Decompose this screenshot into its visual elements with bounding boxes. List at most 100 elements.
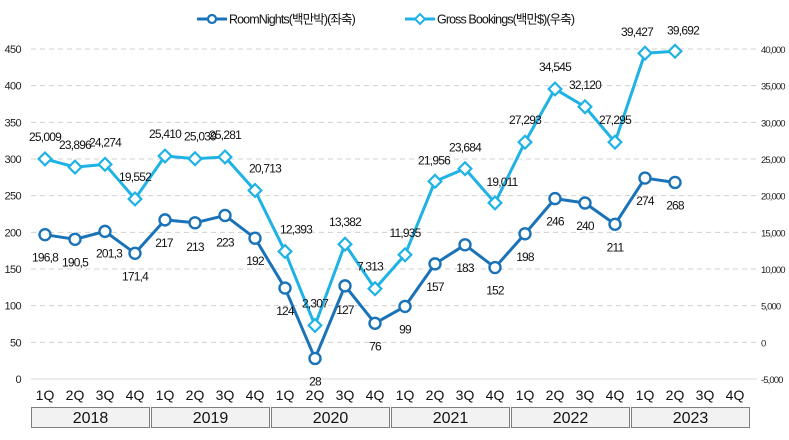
- right-tick-label: 25,000: [761, 155, 785, 166]
- roomnights-point: [548, 191, 562, 206]
- right-tick-label: 15,000: [761, 228, 785, 239]
- right-tick-label: 20,000: [761, 192, 785, 203]
- quarter-label: 1Q: [396, 387, 415, 403]
- roomnights-label: 211: [607, 240, 625, 254]
- left-axis: 0 50 100 150 200 250 300 350 400 450: [4, 44, 22, 386]
- quarter-label: 3Q: [216, 387, 235, 403]
- year-box: [271, 407, 390, 428]
- year-box: [511, 407, 630, 428]
- legend-item-gross-bookings: Gross Bookings(백만$)(우축): [405, 13, 576, 27]
- roomnights-label: 28: [309, 374, 322, 388]
- roomnights-label: 274: [636, 194, 655, 208]
- gross-bookings-point: [577, 98, 593, 115]
- legend-label-roomnights: RoomNights(백만박)(좌축): [229, 13, 356, 27]
- roomnights-point: [608, 217, 622, 231]
- roomnights-point: [38, 227, 52, 242]
- roomnights-point: [278, 281, 292, 295]
- gross-bookings-label: 25,039: [184, 130, 217, 144]
- quarter-label: 2Q: [306, 387, 325, 403]
- gross-bookings-label: 21,956: [418, 153, 451, 167]
- year-label: 2019: [193, 410, 229, 427]
- legend-label-gross-bookings: Gross Bookings(백만$)(우축): [437, 13, 575, 27]
- gross-bookings-label: 12,393: [280, 222, 313, 236]
- gross-bookings-label: 2,307: [302, 296, 329, 310]
- roomnights-label: 213: [186, 240, 205, 254]
- roomnights-label: 190,5: [62, 255, 89, 269]
- roomnights-point: [578, 196, 592, 210]
- gross-bookings-point: [607, 134, 623, 151]
- gross-bookings-point: [187, 150, 203, 167]
- gross-bookings-label: 20,713: [249, 161, 282, 175]
- roomnights-line: [44, 176, 676, 360]
- roomnights-point: [518, 227, 532, 241]
- left-tick-label: 0: [15, 374, 21, 386]
- gross-bookings-point: [277, 243, 293, 260]
- year-box: [631, 407, 750, 428]
- left-tick-label: 200: [4, 227, 21, 239]
- gridlines: [31, 48, 757, 380]
- roomnights-point: [458, 238, 472, 252]
- gross-bookings-point: [157, 148, 173, 164]
- legend-item-roomnights: RoomNights(백만박)(좌축): [197, 13, 356, 27]
- gross-bookings-label: 34,545: [539, 60, 572, 74]
- gross-bookings-point: [667, 43, 683, 60]
- roomnights-label: 196,8: [32, 251, 59, 265]
- gross-bookings-point: [97, 156, 113, 173]
- gross-bookings-point: [487, 194, 503, 211]
- quarter-label: 2Q: [186, 387, 205, 403]
- left-tick-label: 150: [4, 264, 21, 276]
- roomnights-label: 192: [246, 254, 265, 268]
- roomnights-label: 157: [426, 280, 445, 294]
- roomnights-label: 240: [576, 219, 595, 233]
- left-tick-label: 350: [4, 117, 21, 129]
- quarter-label: 4Q: [726, 387, 745, 403]
- quarter-label: 2Q: [666, 387, 685, 403]
- quarter-label: 4Q: [606, 387, 625, 403]
- gross-bookings-point: [247, 182, 263, 199]
- quarter-label: 4Q: [366, 387, 385, 403]
- roomnights-point: [428, 257, 442, 271]
- roomnights-point: [128, 246, 142, 261]
- roomnights-point: [338, 279, 352, 293]
- roomnights-point: [98, 224, 112, 239]
- gross-bookings-label: 25,281: [209, 128, 242, 142]
- gross-bookings-point: [457, 160, 473, 177]
- gross-bookings-label: 25,009: [29, 130, 62, 144]
- right-tick-label: 35,000: [761, 82, 785, 93]
- roomnights-label: 127: [336, 303, 355, 317]
- quarter-label: 1Q: [516, 387, 535, 403]
- gross-bookings-label: 19,011: [486, 175, 518, 189]
- series-group: [37, 43, 683, 366]
- roomnights-point: [248, 231, 262, 245]
- gross-bookings-label: 32,120: [569, 78, 602, 92]
- roomnights-label: 152: [486, 284, 505, 298]
- year-label: 2022: [553, 410, 589, 427]
- roomnights-point: [188, 216, 202, 230]
- gross-bookings-label: 24,274: [89, 135, 122, 149]
- year-box: [31, 407, 150, 428]
- year-label: 2023: [673, 410, 709, 427]
- roomnights-label: 268: [666, 198, 685, 212]
- left-tick-label: 250: [4, 191, 21, 203]
- gross-bookings-point: [547, 81, 563, 97]
- gross-bookings-line: [44, 49, 676, 327]
- gross-bookings-point: [427, 173, 443, 190]
- quarter-label: 3Q: [576, 387, 595, 403]
- roomnights-point: [638, 171, 652, 185]
- roomnights-point: [488, 260, 502, 275]
- roomnights-point: [218, 208, 232, 223]
- legend-circle-marker-icon: [206, 13, 218, 25]
- quarter-label: 4Q: [486, 387, 505, 403]
- left-tick-label: 400: [4, 81, 21, 93]
- left-tick-label: 100: [4, 301, 21, 313]
- roomnights-label: 201,3: [96, 246, 123, 260]
- roomnights-label: 198: [516, 250, 535, 264]
- gross-bookings-point: [307, 317, 323, 334]
- right-tick-label: 10,000: [761, 265, 785, 276]
- left-tick-label: 450: [4, 44, 21, 56]
- left-tick-label: 300: [4, 154, 21, 166]
- quarter-label: 3Q: [696, 387, 715, 403]
- right-axis: -5,000 0 5,000 10,000 15,000 20,000 25,000 30,0…: [761, 45, 786, 386]
